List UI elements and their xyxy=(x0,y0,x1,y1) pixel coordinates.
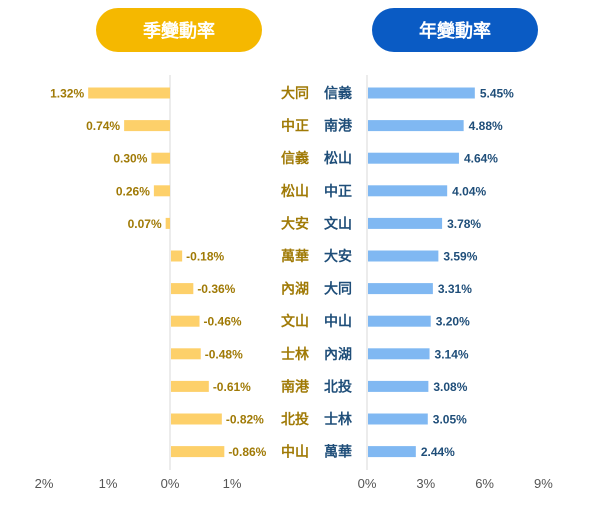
quarterly-district-label: 內湖 xyxy=(281,282,309,298)
quarterly-bar xyxy=(171,348,201,360)
annual-bar xyxy=(368,87,475,99)
quarterly-axis-tick: 1% xyxy=(223,476,242,491)
quarterly-data-label: -0.48% xyxy=(205,347,243,361)
quarterly-district-label: 南港 xyxy=(281,378,310,395)
annual-district-label: 大同 xyxy=(324,281,352,298)
annual-data-label: 5.45% xyxy=(480,87,514,101)
quarterly-data-label: -0.18% xyxy=(186,250,224,264)
annual-data-label: 3.78% xyxy=(447,217,481,231)
quarterly-district-label: 大安 xyxy=(281,215,309,232)
quarterly-data-label: -0.61% xyxy=(213,380,251,394)
annual-district-label: 大安 xyxy=(324,248,352,265)
annual-bar xyxy=(368,185,448,197)
annual-change-title: 年變動率 xyxy=(372,8,538,52)
annual-district-label: 南港 xyxy=(324,118,353,135)
quarterly-bar xyxy=(151,152,170,164)
annual-axis-tick: 6% xyxy=(475,476,494,491)
annual-data-label: 3.20% xyxy=(436,315,470,329)
annual-axis-tick: 3% xyxy=(416,476,435,491)
annual-district-label: 內湖 xyxy=(324,347,352,363)
annual-district-label: 北投 xyxy=(324,379,352,395)
quarterly-bar xyxy=(171,413,222,425)
quarterly-bar xyxy=(165,217,170,229)
annual-data-label: 3.14% xyxy=(435,347,469,361)
quarterly-district-label: 松山 xyxy=(281,183,309,200)
quarterly-axis-tick: 2% xyxy=(35,476,54,491)
quarterly-axis-tick: 1% xyxy=(99,476,118,491)
annual-district-label: 松山 xyxy=(324,150,352,167)
annual-bar xyxy=(368,348,430,360)
quarterly-bar xyxy=(171,250,183,262)
annual-axis-tick: 9% xyxy=(534,476,553,491)
annual-district-label: 士林 xyxy=(324,411,352,428)
annual-data-label: 4.64% xyxy=(464,152,498,166)
quarterly-district-label: 中山 xyxy=(281,444,309,461)
quarterly-data-label: -0.82% xyxy=(226,413,264,427)
quarterly-data-label: 0.26% xyxy=(116,184,150,198)
quarterly-district-label: 萬華 xyxy=(281,248,309,265)
annual-bar xyxy=(368,250,439,262)
annual-bar xyxy=(368,380,429,392)
annual-bar xyxy=(368,152,459,164)
quarterly-bar xyxy=(171,315,200,327)
annual-data-label: 3.59% xyxy=(443,250,477,264)
quarterly-district-label: 信義 xyxy=(281,150,309,167)
quarterly-bar xyxy=(153,185,170,197)
quarterly-change-title: 季變動率 xyxy=(96,8,262,52)
quarterly-bar xyxy=(124,120,170,132)
quarterly-data-label: -0.46% xyxy=(204,315,242,329)
quarterly-bar xyxy=(171,446,225,458)
annual-district-label: 中正 xyxy=(324,183,352,200)
annual-data-label: 2.44% xyxy=(421,445,455,459)
annual-district-label: 中山 xyxy=(324,313,352,330)
annual-data-label: 3.31% xyxy=(438,282,472,296)
annual-district-label: 信義 xyxy=(324,85,352,102)
annual-axis-tick: 0% xyxy=(358,476,377,491)
annual-district-label: 萬華 xyxy=(324,444,352,461)
quarterly-data-label: 0.07% xyxy=(128,217,162,231)
quarterly-data-label: 0.74% xyxy=(86,119,120,133)
annual-data-label: 4.88% xyxy=(469,119,503,133)
quarterly-district-label: 北投 xyxy=(281,412,309,428)
annual-data-label: 3.08% xyxy=(433,380,467,394)
annual-bar xyxy=(368,120,464,132)
quarterly-bar xyxy=(88,87,170,99)
quarterly-axis-tick: 0% xyxy=(161,476,180,491)
annual-district-label: 文山 xyxy=(324,215,352,232)
quarterly-district-label: 大同 xyxy=(281,85,309,102)
annual-data-label: 3.05% xyxy=(433,413,467,427)
quarterly-district-label: 文山 xyxy=(281,313,309,330)
annual-bar xyxy=(368,315,431,327)
annual-bar xyxy=(368,217,443,229)
annual-bar xyxy=(368,413,428,425)
quarterly-bar xyxy=(171,380,209,392)
quarterly-district-label: 士林 xyxy=(281,346,309,363)
quarterly-district-label: 中正 xyxy=(281,118,309,135)
annual-bar xyxy=(368,283,433,295)
quarterly-bar xyxy=(171,283,194,295)
quarterly-data-label: -0.36% xyxy=(197,282,235,296)
quarterly-data-label: -0.86% xyxy=(228,445,266,459)
quarterly-data-label: 0.30% xyxy=(113,152,147,166)
annual-data-label: 4.04% xyxy=(452,184,486,198)
annual-bar xyxy=(368,446,416,458)
quarterly-data-label: 1.32% xyxy=(50,87,84,101)
